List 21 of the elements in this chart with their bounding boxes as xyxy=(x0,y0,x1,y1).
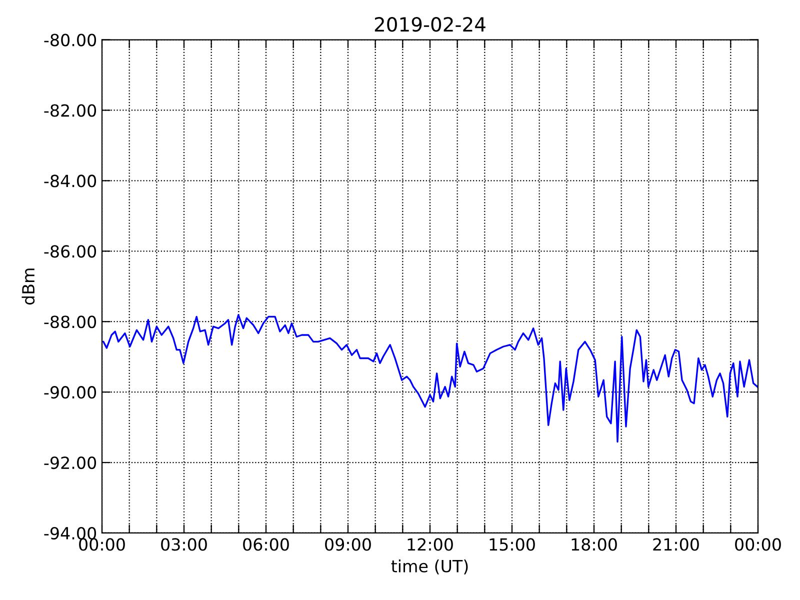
x-tick-label: 09:00 xyxy=(325,538,371,551)
y-axis-title: dBm xyxy=(22,268,35,305)
x-tick-label: 06:00 xyxy=(243,538,289,551)
x-axis-title: time (UT) xyxy=(391,560,468,574)
y-tick-label: -86.00 xyxy=(44,245,96,258)
y-tick-label: -84.00 xyxy=(44,174,96,188)
x-tick-label: 21:00 xyxy=(653,538,699,551)
x-tick-label: 03:00 xyxy=(161,538,207,551)
y-tick-label: -90.00 xyxy=(44,386,96,399)
x-tick-label: 15:00 xyxy=(490,538,535,551)
x-tick-label: 18:00 xyxy=(572,538,617,551)
line-series xyxy=(102,314,758,443)
y-tick-label: -88.00 xyxy=(44,316,96,328)
y-tick-label: -94.00 xyxy=(44,526,96,540)
x-tick-label: 12:00 xyxy=(408,538,453,551)
y-tick-label: -80.00 xyxy=(44,34,96,46)
y-tick-label: -82.00 xyxy=(44,104,96,117)
x-tick-label: 00:00 xyxy=(79,538,125,551)
chart-title: 2019-02-24 xyxy=(374,17,486,32)
x-tick-label: 00:00 xyxy=(735,538,781,551)
y-tick-label: -92.00 xyxy=(44,456,96,470)
